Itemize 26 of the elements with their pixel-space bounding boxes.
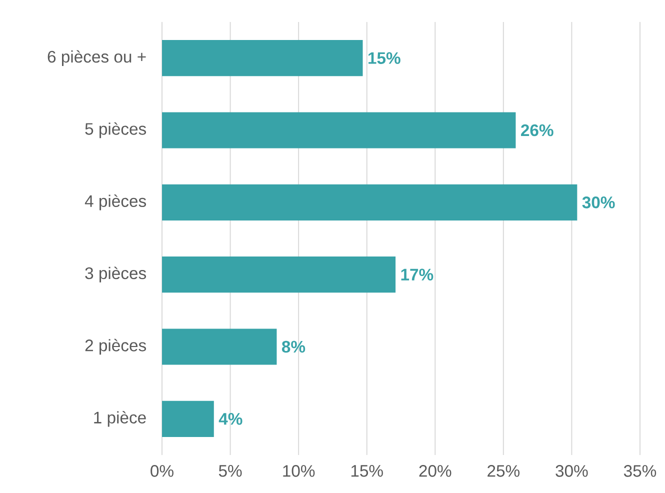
data-label: 30% (582, 196, 615, 208)
y-tick-label: 4 pièces (84, 194, 146, 210)
data-label: 17% (401, 268, 434, 280)
y-tick-label: 1 pièce (94, 411, 146, 427)
data-label: 4% (218, 413, 242, 425)
x-tick-label: 25% (488, 465, 520, 477)
x-tick-label: 10% (283, 465, 315, 477)
bar (162, 40, 363, 76)
bar (162, 328, 277, 365)
x-tick-label: 5% (218, 465, 242, 477)
y-tick-label: 5 pièces (85, 122, 146, 138)
data-label: 15% (368, 52, 400, 64)
bar (162, 112, 516, 148)
y-tick-label: 6 pièces ou + (48, 50, 146, 66)
bar (162, 256, 396, 293)
data-label: 26% (521, 124, 554, 136)
x-tick-label: 0% (150, 465, 174, 477)
bar (162, 400, 214, 437)
x-tick-label: 30% (556, 465, 588, 477)
bar (162, 184, 578, 220)
y-tick-label: 2 pièces (85, 338, 146, 355)
y-tick-label: 3 pièces (85, 266, 146, 282)
data-label: 8% (282, 340, 306, 353)
x-tick-label: 15% (351, 465, 383, 477)
x-tick-label: 35% (624, 465, 656, 477)
x-tick-label: 20% (419, 465, 452, 477)
